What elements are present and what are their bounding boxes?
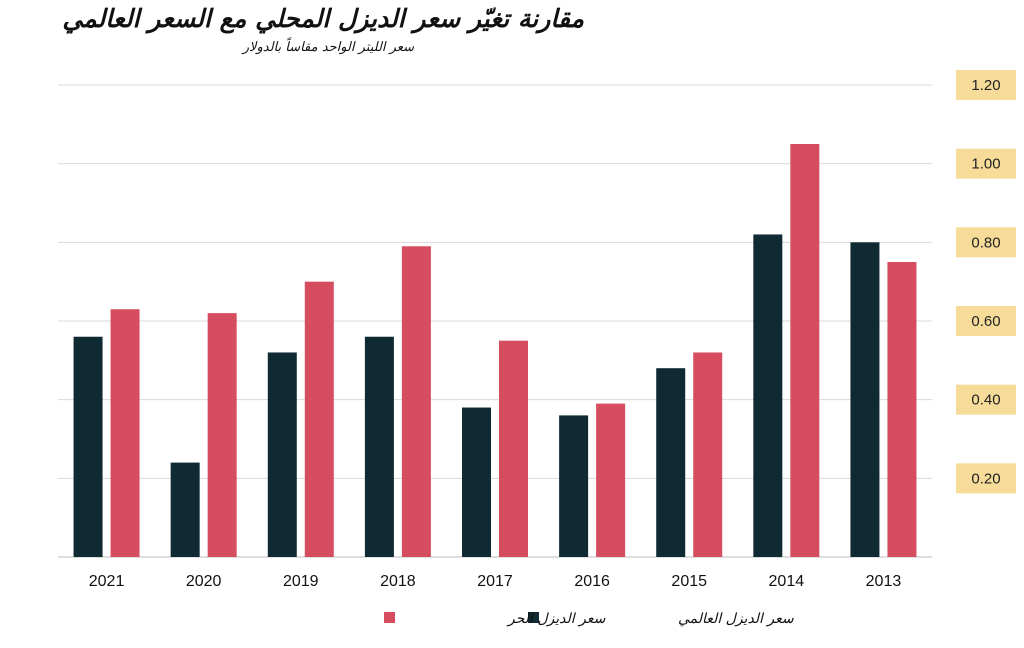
y-tick-label: 0.40 xyxy=(971,392,1000,409)
y-tick-label: 1.00 xyxy=(971,156,1000,173)
y-tick-label: 0.20 xyxy=(971,470,1000,487)
y-tick-box xyxy=(956,306,1016,336)
x-tick-label: 2013 xyxy=(866,573,902,590)
bar-free-price xyxy=(110,309,140,557)
y-tick-box xyxy=(956,227,1016,258)
bar-free-price xyxy=(207,313,237,557)
y-tick-box xyxy=(956,463,1016,494)
legend-item-world: سعر الديزل العالمي xyxy=(528,611,794,627)
bar-world-price xyxy=(559,415,589,557)
bar-free-price xyxy=(401,246,431,557)
x-tick-label: 2017 xyxy=(477,573,513,590)
bar-world-price xyxy=(462,407,491,557)
bar-world-price xyxy=(73,336,103,557)
x-tick-label: 2018 xyxy=(380,573,416,590)
bar-world-price xyxy=(364,336,394,557)
y-tick-box xyxy=(956,148,1016,179)
bar-free-price xyxy=(596,403,626,557)
bar-free-price xyxy=(499,340,528,557)
legend-swatch-world xyxy=(528,612,539,623)
y-tick-label: 0.80 xyxy=(971,234,1000,251)
y-tick-box xyxy=(956,384,1016,415)
chart-title: مقارنة تغيّر سعر الديزل المحلي مع السعر … xyxy=(62,4,584,33)
legend-swatch-free xyxy=(384,612,395,623)
bar-free-price xyxy=(693,352,723,557)
chart-subtitle: سعر الليتر الواحد مقاساً بالدولار xyxy=(242,40,414,55)
bar-free-price xyxy=(887,262,917,557)
y-axis-ticks: 0.20 0.40 0.60 0.80 1.00 1.20 xyxy=(956,70,1016,494)
y-tick-label: 1.20 xyxy=(971,77,1000,94)
bar-world-price xyxy=(170,462,200,557)
x-tick-label: 2016 xyxy=(574,573,610,590)
x-tick-label: 2014 xyxy=(769,573,805,590)
x-tick-label: 2015 xyxy=(671,573,707,590)
bar-world-price xyxy=(656,368,686,557)
y-tick-box xyxy=(956,70,1016,100)
bars xyxy=(73,144,917,558)
y-tick-label: 0.60 xyxy=(971,313,1000,330)
x-axis-ticks: 2021 2020 2019 2018 2017 2016 2015 2014 2013 xyxy=(89,573,902,590)
x-tick-label: 2021 xyxy=(89,573,125,590)
legend-label-world: سعر الديزل العالمي xyxy=(678,611,794,627)
bar-world-price xyxy=(267,352,297,557)
x-tick-label: 2020 xyxy=(186,573,222,590)
legend: سعر الديزل العالمي سعر الديزل الحر xyxy=(384,611,794,627)
bar-free-price xyxy=(790,144,820,557)
bar-world-price xyxy=(850,242,880,558)
bar-free-price xyxy=(304,281,334,557)
legend-label-free: سعر الديزل الحر xyxy=(506,611,606,627)
legend-item-free: سعر الديزل الحر xyxy=(384,611,606,627)
gridlines xyxy=(58,84,932,558)
bar-world-price xyxy=(753,234,783,557)
x-tick-label: 2019 xyxy=(283,573,319,590)
